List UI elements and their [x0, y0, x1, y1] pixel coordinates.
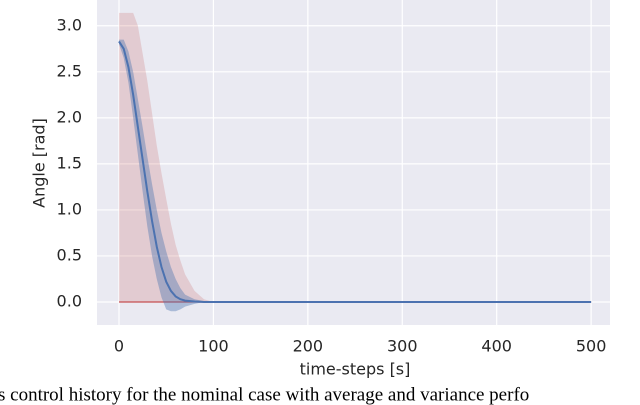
band: [119, 39, 592, 312]
x-tick-label: 0: [114, 337, 124, 356]
x-tick-label: 200: [293, 337, 324, 356]
x-tick-label: 300: [387, 337, 418, 356]
caption: s control history for the nominal case w…: [0, 384, 529, 405]
plot-area: [97, 0, 610, 325]
x-tick-label: 500: [576, 337, 607, 356]
x-axis-title: time-steps [s]: [300, 360, 411, 379]
y-tick-label: 2.0: [57, 107, 82, 126]
y-tick-label: 0.5: [57, 245, 82, 264]
band: [119, 12, 592, 302]
y-axis-title: Angle [rad]: [30, 118, 49, 208]
line: [118, 40, 592, 303]
x-tick-label: 100: [198, 337, 229, 356]
x-tick-label: 400: [481, 337, 512, 356]
y-tick-label: 1.5: [57, 153, 82, 172]
y-tick-label: 0.0: [57, 291, 82, 310]
y-tick-label: 3.0: [57, 15, 82, 34]
y-tick-label: 1.0: [57, 199, 82, 218]
y-tick-label: 2.5: [57, 61, 82, 80]
